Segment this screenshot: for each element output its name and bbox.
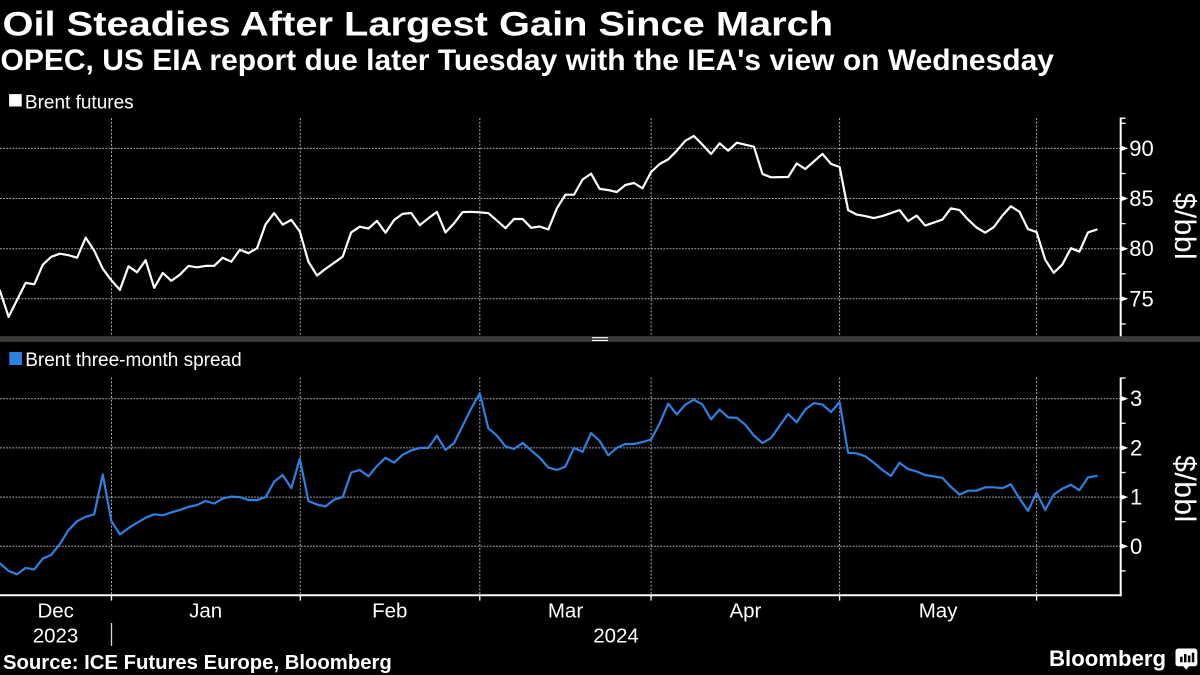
svg-text:Mar: Mar [548,600,583,623]
svg-text:2: 2 [1130,435,1142,460]
svg-text:OPEC, US EIA report due later: OPEC, US EIA report due later Tuesday wi… [1,44,1055,77]
svg-text:1: 1 [1130,485,1142,510]
svg-text:85: 85 [1129,186,1153,211]
svg-text:2024: 2024 [593,625,639,648]
svg-text:Bloomberg: Bloomberg [1049,646,1166,671]
svg-text:Brent futures: Brent futures [25,93,134,114]
svg-text:Brent three-month spread: Brent three-month spread [25,350,242,371]
svg-text:Dec: Dec [37,600,73,623]
svg-text:2023: 2023 [33,625,79,648]
svg-text:Feb: Feb [372,600,407,623]
svg-text:90: 90 [1129,136,1153,161]
svg-text:Apr: Apr [729,600,761,623]
svg-text:$/bbl: $/bbl [1168,455,1200,523]
svg-text:Source: ICE Futures Europe, Bl: Source: ICE Futures Europe, Bloomberg [3,652,392,674]
svg-text:$/bbl: $/bbl [1168,193,1200,261]
svg-text:Jan: Jan [189,600,222,623]
svg-text:80: 80 [1129,236,1153,261]
svg-text:Oil Steadies After Largest Gai: Oil Steadies After Largest Gain Since Ma… [3,4,834,43]
svg-text:75: 75 [1129,286,1153,311]
svg-text:May: May [919,600,958,623]
svg-text:0: 0 [1130,534,1142,559]
svg-text:3: 3 [1130,386,1142,411]
